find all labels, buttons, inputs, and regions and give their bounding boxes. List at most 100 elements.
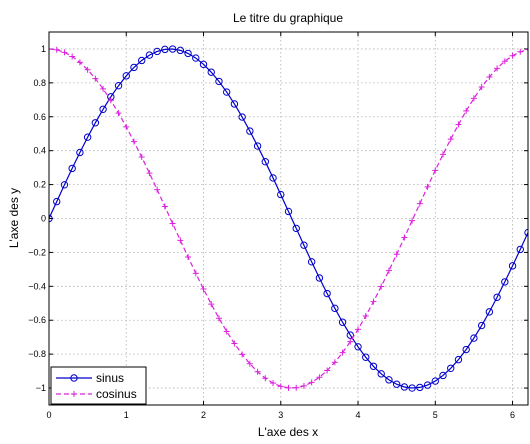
data-point-sinus (253, 142, 262, 150)
series-cosinus (49, 45, 528, 391)
data-point-sinus (222, 88, 231, 96)
data-point-cosinus (92, 75, 99, 82)
data-point-cosinus (239, 351, 246, 358)
data-point-sinus (161, 45, 169, 54)
data-point-sinus (431, 377, 439, 385)
legend-item-sinus: sinus (56, 371, 124, 385)
data-point-cosinus (138, 154, 145, 161)
data-point-sinus (346, 331, 355, 339)
x-tick-label: 1 (124, 410, 129, 420)
x-tick-label: 4 (356, 410, 361, 420)
data-point-cosinus (270, 380, 277, 387)
data-point-sinus (485, 308, 494, 316)
data-point-sinus (323, 289, 331, 298)
data-point-sinus (408, 384, 416, 392)
data-point-sinus (385, 376, 393, 384)
data-point-cosinus (300, 382, 307, 389)
data-point-sinus (60, 181, 69, 189)
data-point-cosinus (509, 52, 516, 59)
data-point-sinus (199, 60, 208, 69)
data-point-cosinus (285, 384, 292, 391)
data-point-sinus (192, 54, 200, 62)
data-point-sinus (176, 46, 185, 55)
data-point-cosinus (324, 367, 331, 374)
data-point-cosinus (246, 360, 253, 367)
chart-title: Le titre du graphique (233, 11, 343, 25)
y-tick-label: 0.8 (33, 78, 46, 88)
y-tick-label: 0.2 (33, 180, 46, 190)
data-point-sinus (99, 105, 107, 113)
data-point-cosinus (107, 97, 114, 104)
legend-marker (71, 391, 77, 397)
data-point-cosinus (494, 65, 501, 72)
data-point-sinus (454, 355, 463, 364)
data-point-cosinus (277, 383, 284, 390)
data-point-cosinus (192, 270, 199, 277)
data-point-cosinus (161, 203, 168, 210)
data-point-sinus (470, 334, 478, 342)
legend-label: cosinus (96, 387, 137, 401)
data-point-sinus (331, 304, 339, 313)
data-point-sinus (423, 381, 432, 389)
data-point-cosinus (447, 136, 454, 143)
y-tick-label: 0 (41, 214, 46, 224)
data-point-cosinus (440, 151, 447, 158)
y-tick-label: −0.4 (28, 281, 46, 291)
data-point-cosinus (146, 170, 153, 177)
data-point-sinus (269, 174, 277, 182)
data-point-cosinus (393, 251, 400, 258)
data-point-sinus (354, 343, 362, 351)
data-point-cosinus (401, 234, 408, 241)
data-point-cosinus (262, 375, 269, 382)
data-point-cosinus (123, 123, 130, 130)
data-point-cosinus (84, 66, 91, 73)
data-point-sinus (493, 293, 501, 301)
data-point-cosinus (185, 254, 192, 261)
legend-marker (70, 374, 78, 382)
data-point-cosinus (115, 110, 122, 117)
data-point-sinus (400, 383, 409, 391)
data-point-sinus (114, 81, 123, 90)
data-point-cosinus (463, 107, 470, 114)
x-tick-label: 3 (278, 410, 283, 420)
data-point-cosinus (61, 49, 68, 56)
data-point-cosinus (424, 183, 431, 190)
data-point-cosinus (416, 200, 423, 207)
series-sinus (49, 45, 528, 392)
x-tick-label: 5 (433, 410, 438, 420)
data-point-sinus (377, 370, 385, 378)
data-point-sinus (477, 321, 486, 330)
y-tick-label: 0.6 (33, 112, 46, 122)
data-point-sinus (207, 68, 215, 76)
data-point-cosinus (254, 368, 261, 375)
data-point-cosinus (470, 95, 477, 102)
y-tick-label: −1 (36, 383, 46, 393)
x-tick-label: 2 (201, 410, 206, 420)
data-point-cosinus (293, 384, 300, 391)
plot-area (49, 32, 528, 405)
data-point-sinus (246, 127, 254, 135)
data-point-cosinus (76, 59, 83, 66)
data-point-cosinus (49, 45, 52, 52)
y-tick-label: 1 (41, 44, 46, 54)
data-point-cosinus (355, 326, 362, 333)
ticks (48, 32, 528, 405)
data-point-sinus (68, 164, 76, 173)
data-point-sinus (284, 207, 293, 216)
y-tick-label: −0.6 (28, 315, 46, 325)
x-tick-label: 6 (510, 410, 515, 420)
data-point-sinus (369, 362, 378, 370)
data-point-cosinus (316, 374, 323, 381)
data-point-cosinus (378, 283, 385, 290)
x-axis-label: L'axe des x (258, 425, 318, 439)
data-point-cosinus (370, 298, 377, 305)
data-point-cosinus (486, 73, 493, 80)
data-point-cosinus (455, 121, 462, 128)
data-point-sinus (130, 63, 138, 72)
data-point-sinus (307, 258, 316, 266)
x-tick-label: 0 (46, 410, 51, 420)
data-point-sinus (168, 45, 177, 53)
data-point-sinus (300, 241, 308, 249)
